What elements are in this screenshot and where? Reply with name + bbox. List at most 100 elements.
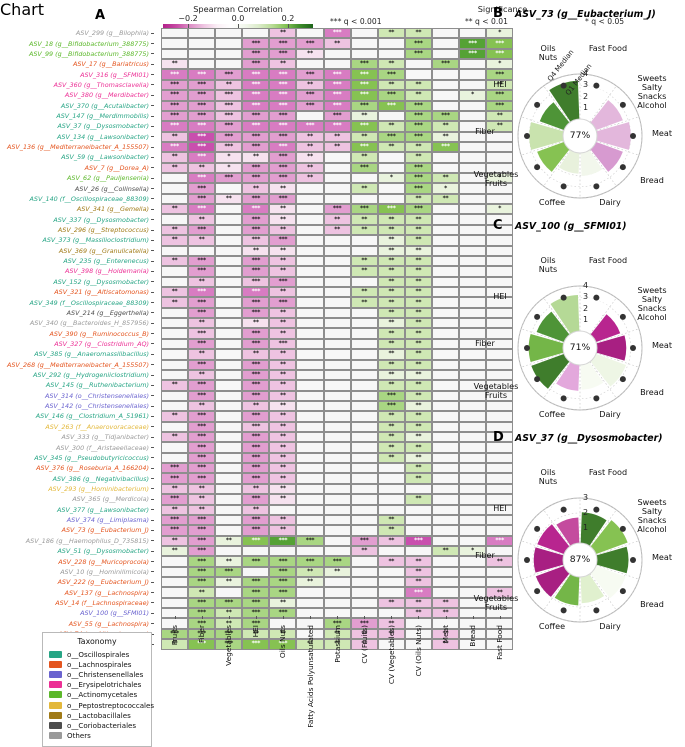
heatmap-cell[interactable]: *** — [377, 390, 405, 401]
heatmap-cell[interactable] — [350, 597, 378, 609]
heatmap-cell[interactable]: *** — [188, 545, 216, 557]
heatmap-cell[interactable]: *** — [269, 162, 297, 174]
heatmap-cell[interactable] — [459, 59, 487, 70]
heatmap-cell[interactable]: ** — [269, 328, 297, 339]
heatmap-cell[interactable]: ** — [350, 255, 378, 267]
heatmap-cell[interactable] — [377, 639, 405, 650]
heatmap-cell[interactable] — [431, 556, 460, 567]
heatmap-cell[interactable]: *** — [296, 69, 324, 80]
heatmap-cell[interactable]: *** — [161, 141, 189, 153]
radar-petal[interactable] — [590, 141, 623, 172]
radar-petal[interactable] — [596, 122, 631, 150]
heatmap-cell[interactable]: *** — [296, 121, 324, 132]
heatmap-cell[interactable] — [459, 587, 487, 598]
heatmap-cell[interactable]: ** — [404, 359, 432, 370]
heatmap-cell[interactable]: *** — [188, 266, 216, 277]
heatmap-cell[interactable]: *** — [242, 597, 270, 609]
heatmap-cell[interactable]: *** — [188, 255, 216, 267]
heatmap-cell[interactable]: *** — [215, 173, 243, 184]
heatmap-cell[interactable]: ** — [377, 514, 405, 526]
heatmap-cell[interactable] — [486, 369, 514, 381]
heatmap-cell[interactable] — [350, 328, 378, 339]
heatmap-cell[interactable]: ** — [296, 639, 324, 650]
heatmap-cell[interactable]: ** — [296, 79, 324, 91]
heatmap-cell[interactable]: ** — [377, 297, 405, 308]
heatmap-cell[interactable] — [296, 628, 324, 640]
heatmap-cell[interactable]: *** — [161, 525, 189, 536]
heatmap-cell[interactable]: *** — [242, 587, 270, 598]
heatmap-cell[interactable]: ** — [377, 214, 405, 225]
heatmap-cell[interactable]: ** — [161, 204, 189, 215]
heatmap-cell[interactable] — [296, 110, 324, 122]
heatmap-cell[interactable] — [215, 545, 243, 557]
heatmap-cell[interactable] — [323, 411, 351, 422]
heatmap-cell[interactable]: ** — [296, 131, 324, 142]
heatmap-cell[interactable] — [269, 545, 297, 557]
heatmap-cell[interactable]: ** — [215, 618, 243, 629]
heatmap-cell[interactable] — [486, 504, 514, 515]
heatmap-cell[interactable] — [459, 193, 487, 205]
heatmap-cell[interactable] — [350, 514, 378, 526]
heatmap-cell[interactable] — [431, 90, 460, 101]
heatmap-cell[interactable] — [459, 224, 487, 236]
heatmap-cell[interactable]: ** — [161, 162, 189, 174]
heatmap-cell[interactable] — [215, 28, 243, 39]
heatmap-cell[interactable] — [350, 349, 378, 360]
heatmap-cell[interactable] — [215, 338, 243, 350]
heatmap-cell[interactable] — [377, 545, 405, 557]
heatmap-cell[interactable]: ** — [269, 525, 297, 536]
heatmap-cell[interactable] — [296, 359, 324, 370]
heatmap-cell[interactable]: *** — [161, 100, 189, 111]
heatmap-cell[interactable] — [350, 38, 378, 49]
heatmap-cell[interactable] — [215, 442, 243, 453]
heatmap-cell[interactable]: *** — [486, 48, 514, 60]
heatmap-cell[interactable] — [431, 266, 460, 277]
heatmap-cell[interactable] — [296, 587, 324, 598]
heatmap-cell[interactable]: *** — [404, 110, 432, 122]
heatmap-cell[interactable] — [486, 141, 514, 153]
heatmap-cell[interactable] — [459, 400, 487, 412]
heatmap-cell[interactable]: *** — [188, 639, 216, 650]
heatmap-cell[interactable]: ** — [350, 224, 378, 236]
heatmap-cell[interactable] — [486, 639, 514, 650]
heatmap-cell[interactable] — [323, 442, 351, 453]
heatmap-cell[interactable] — [350, 276, 378, 287]
heatmap-cell[interactable]: ** — [431, 545, 460, 557]
heatmap-cell[interactable]: ** — [296, 48, 324, 60]
heatmap-cell[interactable]: *** — [269, 48, 297, 60]
radar-petal[interactable] — [528, 334, 564, 362]
heatmap-cell[interactable] — [350, 380, 378, 391]
heatmap-cell[interactable] — [215, 587, 243, 598]
heatmap-cell[interactable] — [242, 545, 270, 557]
heatmap-cell[interactable]: *** — [188, 307, 216, 319]
heatmap-cell[interactable]: *** — [161, 110, 189, 122]
heatmap-cell[interactable] — [486, 390, 514, 401]
heatmap-cell[interactable]: *** — [188, 359, 216, 370]
heatmap-cell[interactable]: *** — [242, 214, 270, 225]
heatmap-cell[interactable]: ** — [296, 566, 324, 578]
heatmap-cell[interactable]: ** — [486, 79, 514, 91]
heatmap-cell[interactable] — [296, 28, 324, 39]
heatmap-cell[interactable]: *** — [350, 79, 378, 91]
heatmap-cell[interactable]: ** — [350, 110, 378, 122]
heatmap-cell[interactable]: ** — [404, 411, 432, 422]
heatmap-cell[interactable]: *** — [269, 90, 297, 101]
heatmap-cell[interactable]: *** — [350, 141, 378, 153]
radar-petal[interactable] — [556, 517, 580, 546]
radar-petal[interactable] — [590, 353, 627, 387]
heatmap-cell[interactable] — [215, 328, 243, 339]
heatmap-cell[interactable] — [296, 328, 324, 339]
heatmap-cell[interactable]: *** — [188, 204, 216, 215]
heatmap-cell[interactable] — [431, 411, 460, 422]
heatmap-cell[interactable]: *** — [242, 173, 270, 184]
heatmap-cell[interactable] — [486, 359, 514, 370]
heatmap-cell[interactable]: ** — [215, 193, 243, 205]
heatmap-cell[interactable]: *** — [377, 69, 405, 80]
heatmap-cell[interactable]: *** — [486, 100, 514, 111]
heatmap-cell[interactable]: *** — [242, 390, 270, 401]
heatmap-cell[interactable] — [431, 525, 460, 536]
heatmap-cell[interactable] — [377, 473, 405, 484]
heatmap-cell[interactable]: *** — [269, 193, 297, 205]
heatmap-cell[interactable] — [459, 390, 487, 401]
heatmap-cell[interactable]: *** — [215, 566, 243, 578]
